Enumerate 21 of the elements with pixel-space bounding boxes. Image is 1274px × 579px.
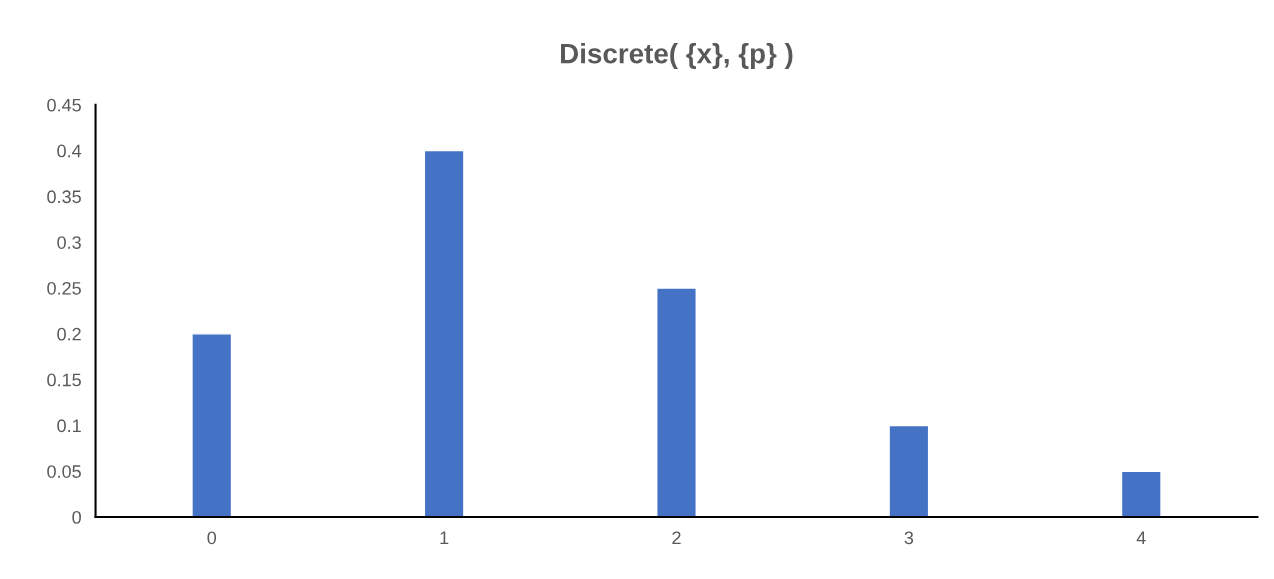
y-tick-label: 0.1 <box>57 419 81 433</box>
bar <box>656 287 697 518</box>
y-tick-label: 0.4 <box>57 144 82 158</box>
y-tick-label: 0.3 <box>57 236 81 249</box>
x-tick-label: 2 <box>672 531 681 545</box>
bar <box>423 149 465 518</box>
y-tick-label: 0.2 <box>57 327 81 341</box>
y-tick-label: 0.05 <box>47 465 81 478</box>
bar <box>1120 470 1162 518</box>
y-tick-label: 0.45 <box>47 98 81 112</box>
y-tick-label: 0.15 <box>47 373 81 387</box>
y-tick-label: 0.25 <box>47 281 81 295</box>
bar <box>888 424 930 518</box>
y-tick-label: 0 <box>72 510 81 524</box>
x-tick-label: 3 <box>904 531 914 545</box>
chart-title: Discrete( {x}, {p} ) <box>561 43 793 69</box>
x-tick-label: 4 <box>1136 531 1146 545</box>
bar <box>191 333 233 518</box>
x-tick-label: 0 <box>207 531 217 545</box>
x-tick-label: 1 <box>440 531 449 545</box>
y-tick-label: 0.35 <box>47 190 81 204</box>
